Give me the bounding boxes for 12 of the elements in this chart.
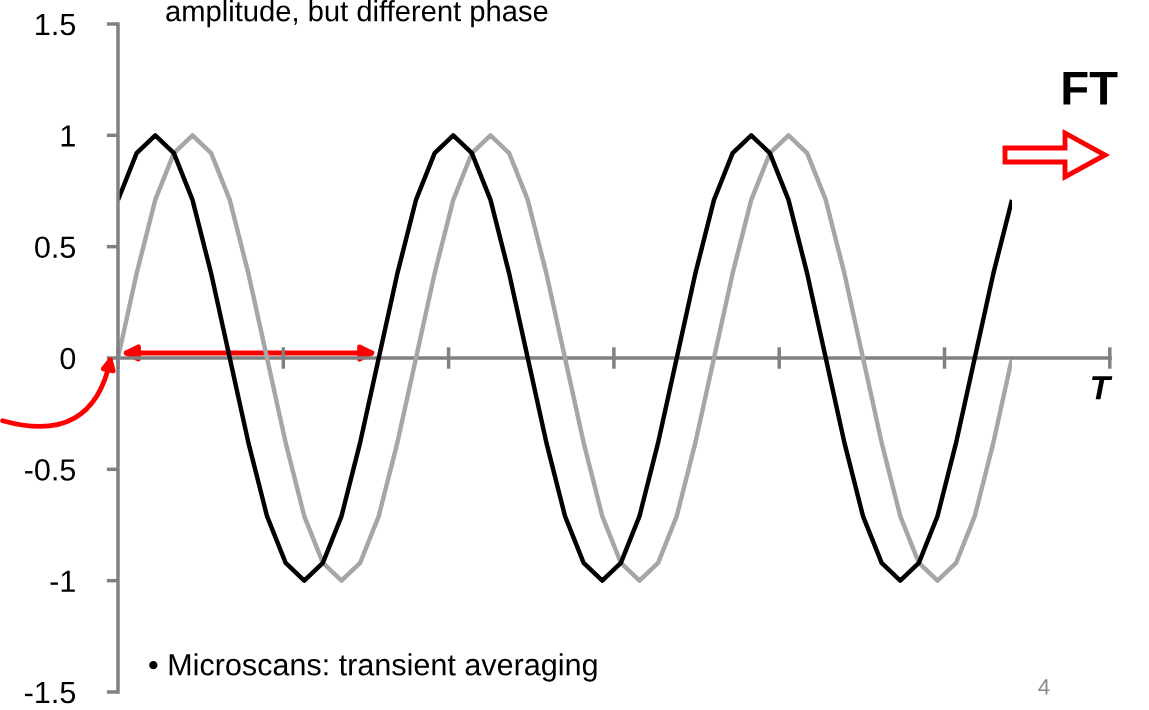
text: FT	[1063, 72, 1118, 105]
text: 4	[1038, 679, 1050, 695]
y-tick-label: -1.5	[25, 682, 76, 704]
x-axis-title: T	[1092, 376, 1113, 400]
y-tick-label: 1	[61, 125, 75, 147]
chart-title: amplitude, but different phase	[166, 0, 548, 28]
y-tick-label: 0	[60, 347, 76, 370]
y-tick-label: -0.5	[25, 459, 76, 481]
annotation: • Microscans: transient averaging	[149, 653, 597, 682]
y-tick-label: 1.5	[36, 14, 76, 36]
y-tick-label: 0.5	[35, 236, 76, 259]
y-tick-label: -1	[50, 570, 75, 592]
